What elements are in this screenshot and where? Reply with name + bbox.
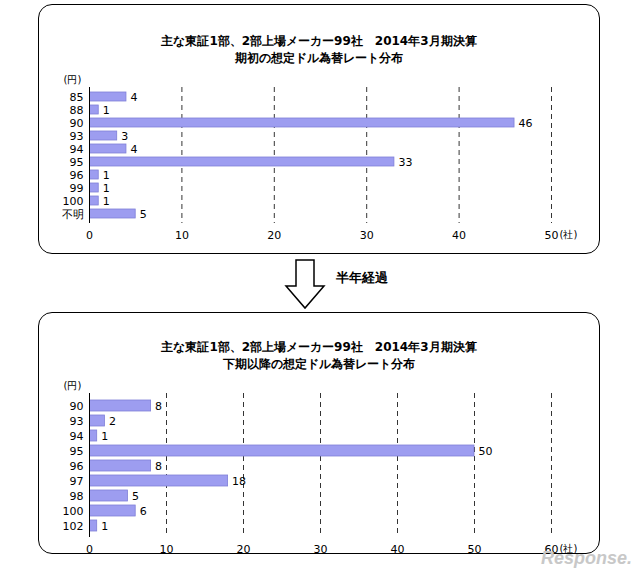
svg-text:10: 10 [175, 229, 189, 242]
svg-text:102: 102 [63, 520, 84, 533]
svg-text:96: 96 [70, 169, 84, 182]
svg-text:(社): (社) [560, 229, 578, 240]
svg-text:20: 20 [267, 229, 281, 242]
svg-text:99: 99 [70, 182, 84, 195]
svg-text:33: 33 [398, 156, 412, 169]
svg-text:0: 0 [86, 229, 93, 242]
svg-text:6: 6 [140, 505, 147, 518]
svg-text:93: 93 [70, 415, 84, 428]
svg-text:30: 30 [314, 543, 328, 556]
svg-text:5: 5 [132, 490, 139, 503]
svg-text:40: 40 [391, 543, 405, 556]
svg-text:95: 95 [70, 156, 84, 169]
svg-text:94: 94 [70, 430, 84, 443]
svg-text:40: 40 [452, 229, 466, 242]
svg-text:5: 5 [140, 208, 147, 221]
svg-text:100: 100 [63, 505, 84, 518]
svg-text:90: 90 [70, 400, 84, 413]
svg-text:94: 94 [70, 143, 84, 156]
svg-text:96: 96 [70, 460, 84, 473]
svg-text:20: 20 [237, 543, 251, 556]
html-text:主な東証1部、2部上場メーカー99社 2014年3月期決算: 主な東証1部、2部上場メーカー99社 2014年3月期決算 [161, 34, 477, 48]
svg-text:50: 50 [468, 543, 482, 556]
svg-text:98: 98 [70, 490, 84, 503]
svg-text:8: 8 [155, 460, 162, 473]
svg-text:4: 4 [130, 143, 137, 156]
svg-text:1: 1 [101, 430, 108, 443]
svg-text:90: 90 [70, 117, 84, 130]
svg-text:50: 50 [545, 229, 559, 242]
svg-text:(円): (円) [64, 380, 82, 391]
svg-text:1: 1 [103, 182, 110, 195]
html-text:下期以降の想定ドル為替レート分布: 下期以降の想定ドル為替レート分布 [223, 357, 415, 371]
svg-text:1: 1 [103, 195, 110, 208]
svg-text:不明: 不明 [62, 208, 84, 221]
svg-text:半年経過: 半年経過 [335, 270, 389, 285]
svg-text:30: 30 [360, 229, 374, 242]
svg-text:2: 2 [109, 415, 116, 428]
svg-text:88: 88 [70, 104, 84, 117]
svg-text:97: 97 [70, 475, 84, 488]
svg-text:85: 85 [70, 91, 84, 104]
svg-text:93: 93 [70, 130, 84, 143]
svg-text:8: 8 [155, 400, 162, 413]
svg-text:0: 0 [86, 543, 93, 556]
svg-text:1: 1 [101, 520, 108, 533]
html-text:期初の想定ドル為替レート分布: 期初の想定ドル為替レート分布 [235, 51, 403, 65]
svg-text:95: 95 [70, 445, 84, 458]
svg-text:4: 4 [130, 91, 137, 104]
svg-text:50: 50 [479, 445, 493, 458]
svg-text:46: 46 [519, 117, 533, 130]
svg-text:3: 3 [121, 130, 128, 143]
svg-text:(円): (円) [64, 74, 82, 85]
svg-text:1: 1 [103, 169, 110, 182]
html-text:主な東証1部、2部上場メーカー99社 2014年3月期決算: 主な東証1部、2部上場メーカー99社 2014年3月期決算 [161, 340, 477, 354]
svg-text:18: 18 [232, 475, 246, 488]
svg-text:10: 10 [160, 543, 174, 556]
svg-text:1: 1 [103, 104, 110, 117]
svg-text:100: 100 [63, 195, 84, 208]
html-text:Response.: Response. [541, 548, 632, 568]
